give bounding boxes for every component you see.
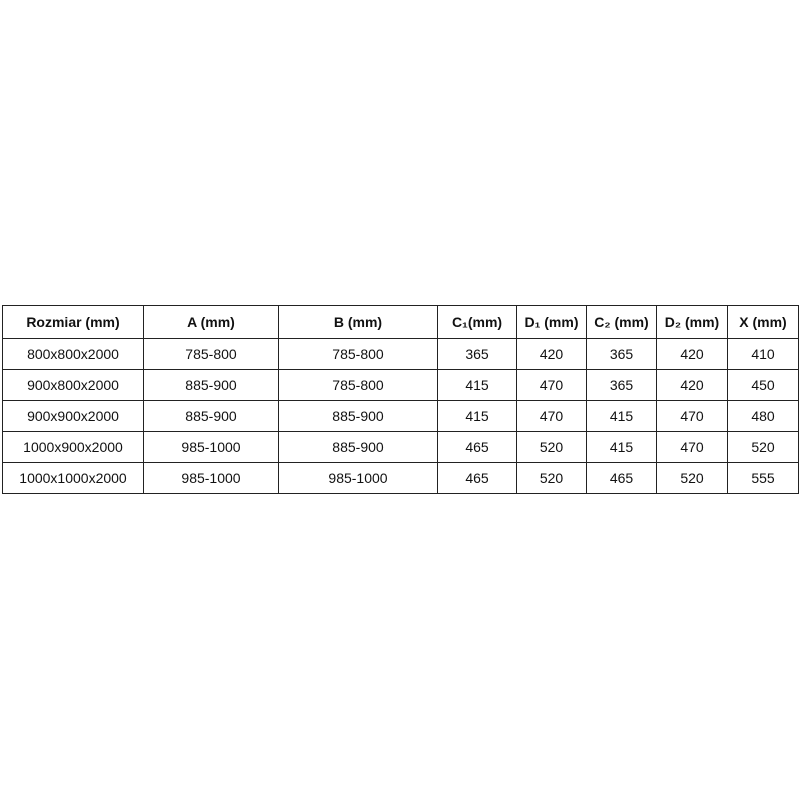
column-header: Rozmiar (mm) (2, 305, 144, 339)
table-cell: 520 (516, 462, 587, 494)
table-cell: 420 (516, 338, 587, 370)
table-cell: 415 (437, 369, 517, 401)
column-header: C₂ (mm) (586, 305, 657, 339)
table-row: 1000x900x2000 985-1000 885-900 465 520 415 470… (2, 431, 799, 463)
table-cell: 465 (437, 431, 517, 463)
table-cell: 420 (656, 369, 728, 401)
table-cell: 985-1000 (143, 431, 279, 463)
table-row: 900x900x2000 885-900 885-900 415 470 415 470 48… (2, 400, 799, 432)
dimensions-table: Rozmiar (mm) A (mm) B (mm) C₁(mm) D₁ (mm) C₂ … (2, 305, 799, 494)
header-row: Rozmiar (mm) A (mm) B (mm) C₁(mm) D₁ (mm) C₂ … (2, 305, 799, 339)
table-cell: 985-1000 (278, 462, 438, 494)
table-cell: 410 (727, 338, 799, 370)
table-cell: 885-900 (143, 369, 279, 401)
table-cell: 1000x900x2000 (2, 431, 144, 463)
table-cell: 415 (437, 400, 517, 432)
table-cell: 520 (727, 431, 799, 463)
table-cell: 415 (586, 400, 657, 432)
table-cell: 465 (437, 462, 517, 494)
column-header: X (mm) (727, 305, 799, 339)
table-cell: 520 (656, 462, 728, 494)
column-header: C₁(mm) (437, 305, 517, 339)
table-cell: 470 (516, 369, 587, 401)
table-row: 800x800x2000 785-800 785-800 365 420 365 420 41… (2, 338, 799, 370)
table-cell: 1000x1000x2000 (2, 462, 144, 494)
table-cell: 785-800 (278, 338, 438, 370)
table-cell: 985-1000 (143, 462, 279, 494)
table-cell: 365 (586, 338, 657, 370)
column-header: A (mm) (143, 305, 279, 339)
table-row: 900x800x2000 885-900 785-800 415 470 365 420 45… (2, 369, 799, 401)
column-header: D₁ (mm) (516, 305, 587, 339)
table-cell: 365 (437, 338, 517, 370)
table-cell: 470 (656, 431, 728, 463)
column-header: B (mm) (278, 305, 438, 339)
table-cell: 420 (656, 338, 728, 370)
column-header: D₂ (mm) (656, 305, 728, 339)
table-cell: 465 (586, 462, 657, 494)
table-cell: 800x800x2000 (2, 338, 144, 370)
table-cell: 470 (516, 400, 587, 432)
table-cell: 470 (656, 400, 728, 432)
table-cell: 785-800 (278, 369, 438, 401)
table-cell: 520 (516, 431, 587, 463)
table-cell: 365 (586, 369, 657, 401)
table-cell: 900x900x2000 (2, 400, 144, 432)
table-cell: 900x800x2000 (2, 369, 144, 401)
table-cell: 885-900 (278, 400, 438, 432)
table-cell: 785-800 (143, 338, 279, 370)
table-cell: 480 (727, 400, 799, 432)
table-row: 1000x1000x2000 985-1000 985-1000 465 520 465 5… (2, 462, 799, 494)
table-cell: 555 (727, 462, 799, 494)
table-cell: 450 (727, 369, 799, 401)
table-cell: 415 (586, 431, 657, 463)
table-cell: 885-900 (143, 400, 279, 432)
table-cell: 885-900 (278, 431, 438, 463)
